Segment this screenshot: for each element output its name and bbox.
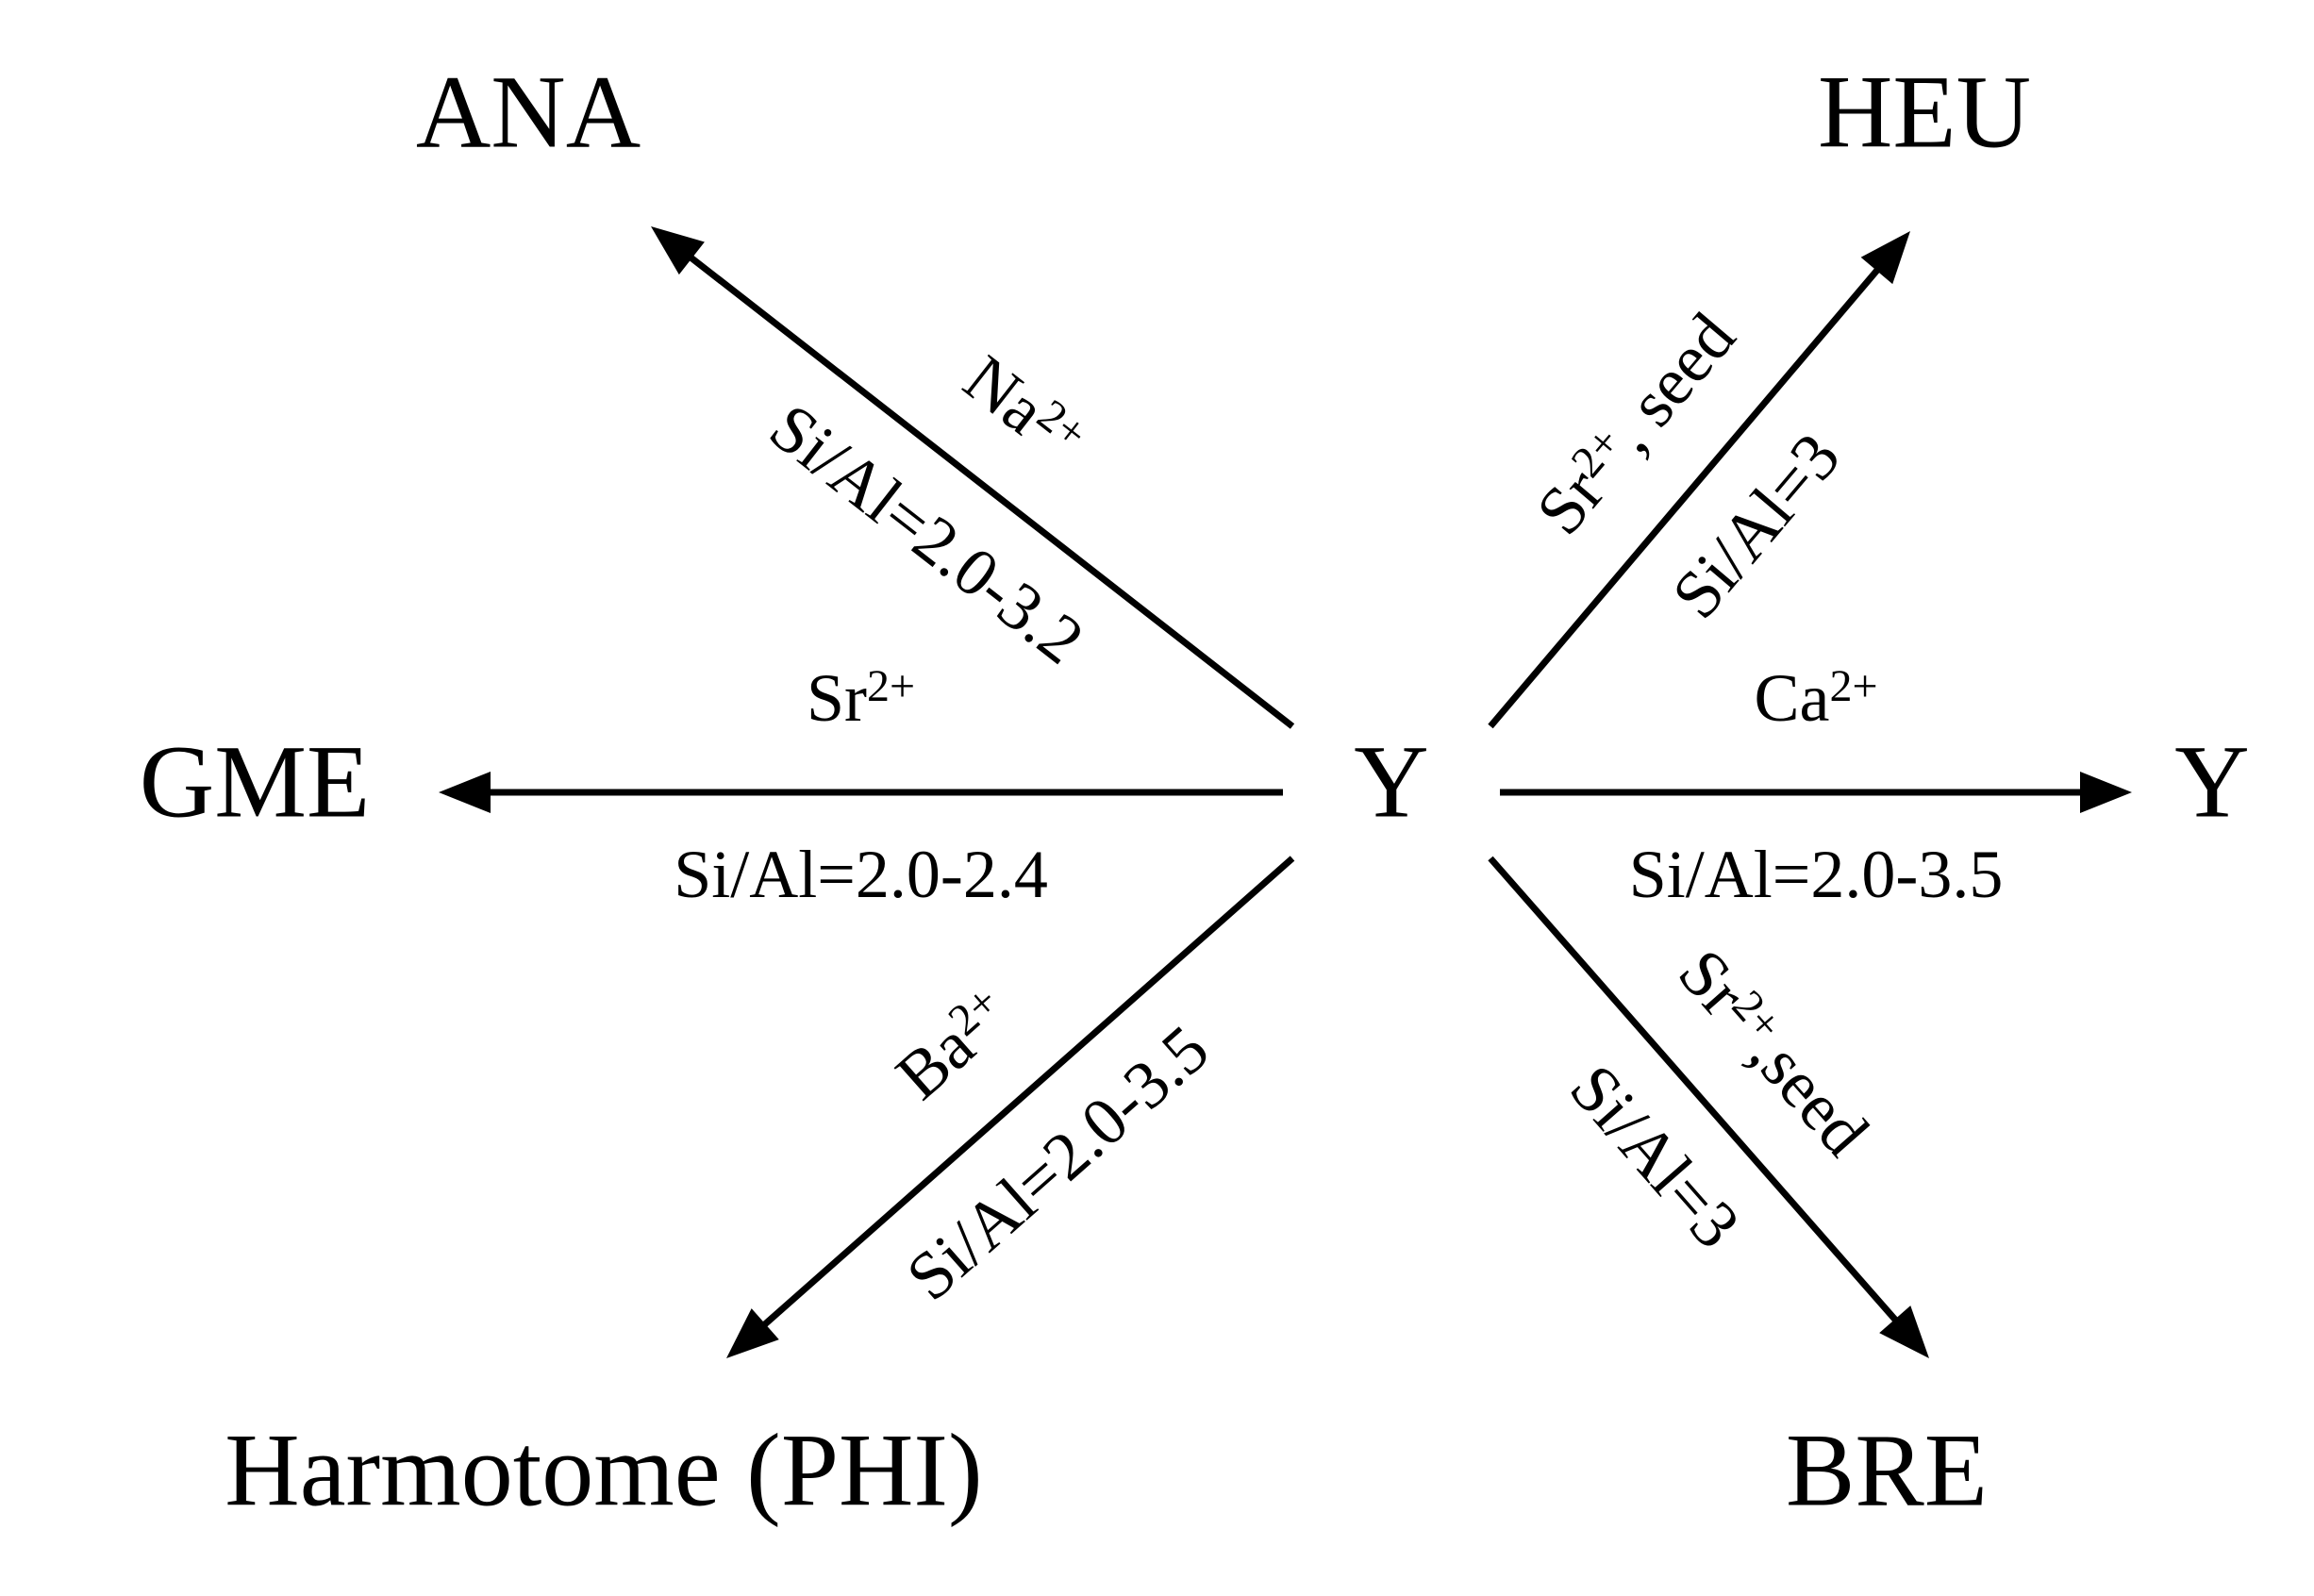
node-y_right: Y (2174, 723, 2249, 839)
arrowhead-ana (651, 226, 705, 274)
edge-label-heu-bottom: Si/Al=3 (1657, 419, 1855, 632)
node-ana: ANA (416, 54, 641, 169)
edge-label-ana-top: Na2+ (950, 341, 1097, 478)
node-bre: BRE (1786, 1412, 1988, 1527)
edge-line-phi (748, 858, 1292, 1339)
edge-label-y_right-bottom: Si/Al=2.0-3.5 (1629, 837, 2004, 912)
edge-label-phi-top: Ba2+ (882, 975, 1024, 1114)
edge-label-heu-top: Sr2+, seed (1522, 299, 1749, 549)
reaction-network-diagram: Na2+Si/Al=2.0-3.2Sr2+, seedSi/Al=3Sr2+Si… (0, 0, 2314, 1596)
edge-label-bre-bottom: Si/Al=3 (1556, 1051, 1755, 1263)
node-heu: HEU (1818, 54, 2031, 169)
arrowhead-gme (439, 772, 491, 813)
node-center: Y (1354, 723, 1428, 839)
edge-label-bre-top: Sr2+,seed (1664, 935, 1883, 1170)
edge-line-ana (674, 244, 1292, 726)
edge-label-gme-bottom: Si/Al=2.0-2.4 (674, 837, 1048, 912)
edge-label-y_right-top: Ca2+ (1754, 660, 1877, 736)
edge-label-gme-top: Sr2+ (807, 660, 915, 736)
node-gme: GME (140, 723, 370, 839)
arrowhead-y_right (2080, 772, 2132, 813)
node-phi: Harmotome (PHI) (225, 1412, 982, 1527)
